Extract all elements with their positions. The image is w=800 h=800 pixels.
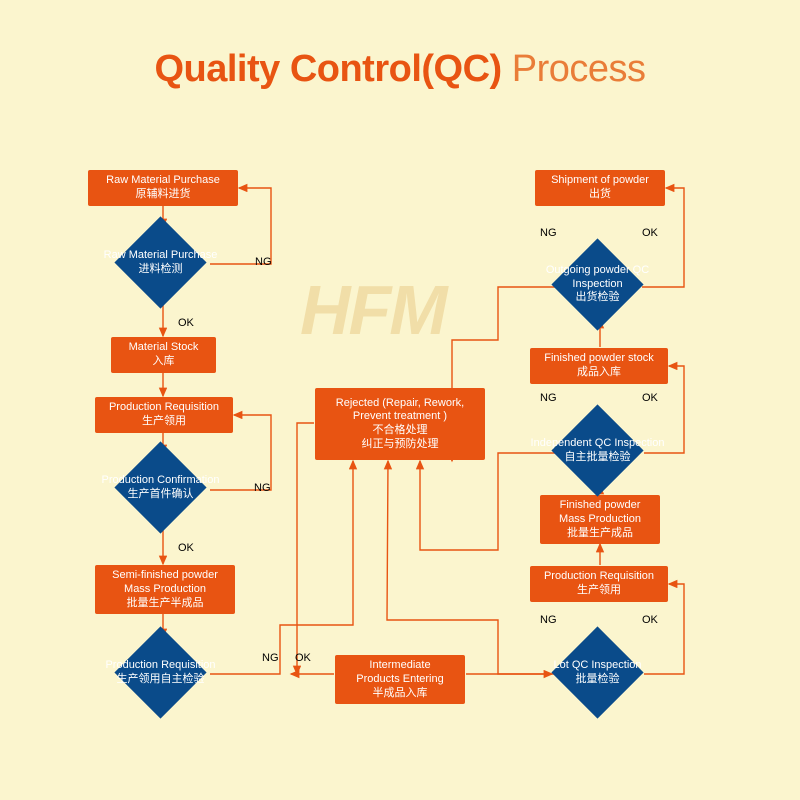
edge-label: NG xyxy=(540,614,557,626)
edge-label: NG xyxy=(540,227,557,239)
node-fin_mass: Finished powderMass Production批量生产成品 xyxy=(540,495,660,544)
node-mat_stock: Material Stock入库 xyxy=(111,337,216,373)
node-prod_confirm: Production Confirmation生产首件确认 xyxy=(128,455,193,520)
node-prod_req1: Production Requisition生产领用 xyxy=(95,397,233,433)
edge-label: NG xyxy=(540,392,557,404)
edge-label: OK xyxy=(178,317,194,329)
edge-label: NG xyxy=(255,256,272,268)
edge-label: NG xyxy=(262,652,279,664)
node-semi_prod: Semi-finished powderMass Production批量生产半… xyxy=(95,565,235,614)
node-raw_purchase: Raw Material Purchase原辅料进货 xyxy=(88,170,238,206)
edge xyxy=(297,423,314,674)
node-prod_req_insp: Production Requisition生产领用自主检验 xyxy=(128,640,193,705)
node-lot_qc: Lot QC Inspection批量检验 xyxy=(565,640,630,705)
title: Quality Control(QC) Process xyxy=(0,48,800,91)
node-prod_req2: Production Requisition生产领用 xyxy=(530,566,668,602)
watermark: HFM xyxy=(300,270,446,350)
node-inter_enter: IntermediateProducts Entering半成品入库 xyxy=(335,655,465,704)
node-out_qc: Outgoing powder QC Inspection出货检验 xyxy=(565,252,630,317)
edge-label: NG xyxy=(254,482,271,494)
title-light: Process xyxy=(502,48,646,90)
node-indep_qc: Independent QC Inspection自主批量检验 xyxy=(565,418,630,483)
node-raw_inspect: Raw Material Purchase进料检测 xyxy=(128,230,193,295)
edge-label: OK xyxy=(178,542,194,554)
edge-label: OK xyxy=(295,652,311,664)
node-rejected: Rejected (Repair, Rework,Prevent treatme… xyxy=(315,388,485,460)
node-shipment: Shipment of powder出货 xyxy=(535,170,665,206)
edge-label: OK xyxy=(642,227,658,239)
flowchart-canvas: HFM Quality Control(QC) Process Raw Mate… xyxy=(0,0,800,800)
title-bold: Quality Control(QC) xyxy=(154,48,501,90)
node-fin_stock: Finished powder stock成品入库 xyxy=(530,348,668,384)
edge-label: OK xyxy=(642,614,658,626)
edge-label: OK xyxy=(642,392,658,404)
